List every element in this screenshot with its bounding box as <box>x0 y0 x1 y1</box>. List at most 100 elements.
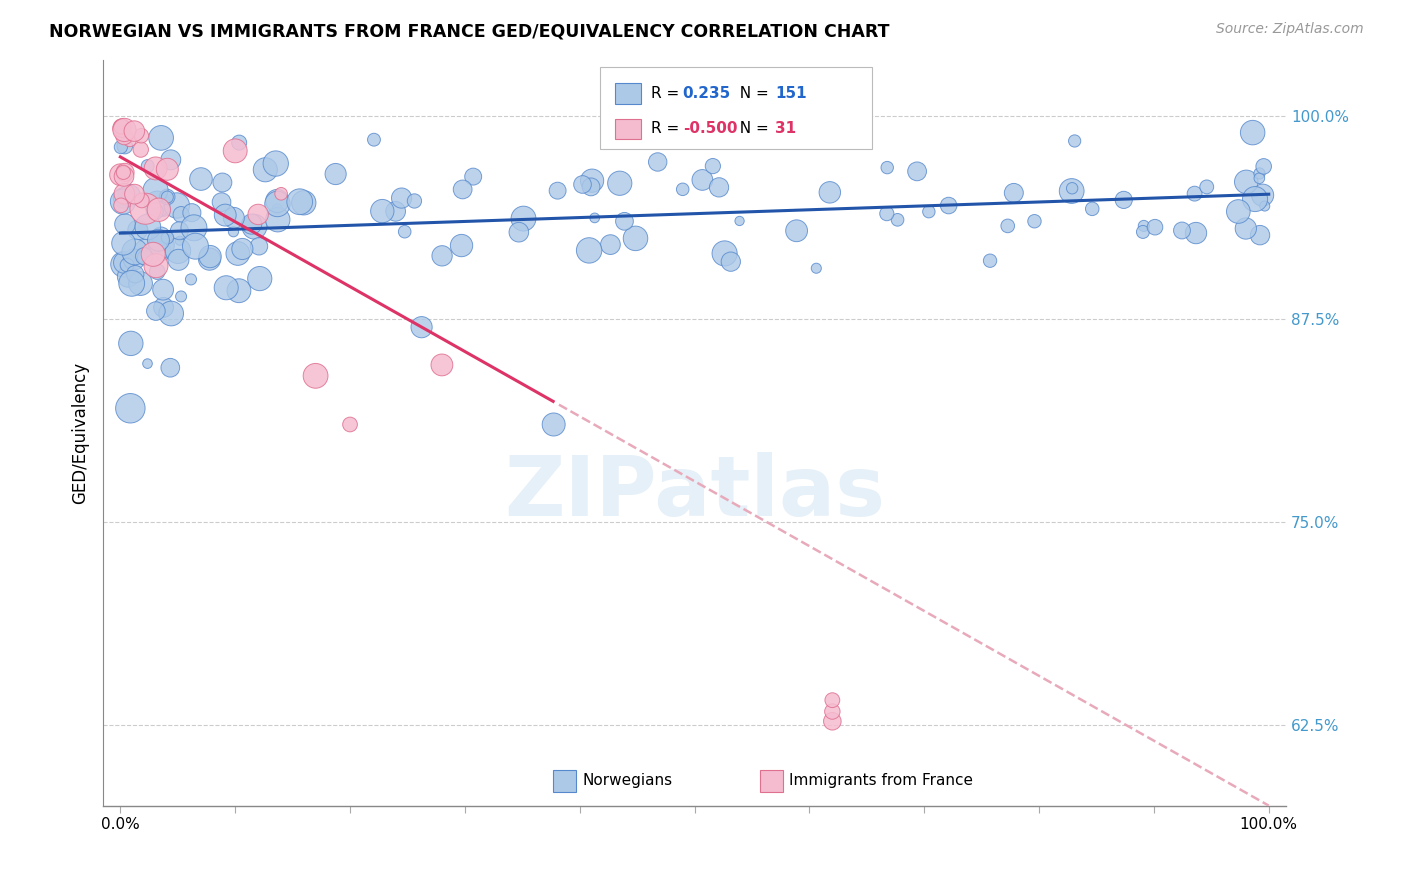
Point <box>112 255 135 269</box>
Point <box>240 217 263 231</box>
Point <box>183 220 205 235</box>
Point <box>1227 204 1250 219</box>
Point <box>1234 221 1257 235</box>
Point <box>135 244 157 259</box>
Point <box>156 190 179 204</box>
Point <box>1024 214 1046 228</box>
Point <box>1132 225 1154 239</box>
Text: 151: 151 <box>775 86 807 101</box>
Point <box>624 231 647 245</box>
Point <box>1060 184 1083 198</box>
FancyBboxPatch shape <box>553 770 576 792</box>
Point <box>169 224 191 238</box>
Point <box>692 173 714 187</box>
Point <box>243 219 266 234</box>
Y-axis label: GED/Equivalency: GED/Equivalency <box>72 361 89 504</box>
Text: 0.235: 0.235 <box>683 86 731 101</box>
Point <box>124 267 146 281</box>
Point <box>215 281 238 295</box>
Text: R =: R = <box>651 121 683 136</box>
Point <box>112 129 135 144</box>
Point <box>579 180 602 194</box>
Point <box>224 144 246 158</box>
Point <box>1184 186 1206 201</box>
Point <box>152 202 174 216</box>
Point <box>394 225 416 239</box>
Point <box>143 204 166 219</box>
Point <box>146 197 169 211</box>
Point <box>997 219 1019 233</box>
Point <box>118 188 141 202</box>
Point <box>167 252 190 267</box>
Point <box>156 162 179 177</box>
Point <box>613 214 636 228</box>
Point <box>325 167 347 181</box>
Point <box>430 249 453 263</box>
Point <box>339 417 361 432</box>
Point <box>1081 202 1104 216</box>
Text: N =: N = <box>730 121 773 136</box>
Point <box>886 212 908 227</box>
Point <box>571 178 593 192</box>
Point <box>148 202 170 217</box>
Point <box>170 208 193 222</box>
Point <box>145 183 167 197</box>
Point <box>120 401 142 416</box>
Point <box>609 176 631 190</box>
Point <box>159 360 181 375</box>
Point <box>247 207 270 221</box>
Point <box>121 277 143 291</box>
Text: -0.500: -0.500 <box>683 121 737 136</box>
Point <box>110 120 132 134</box>
Point <box>146 265 169 279</box>
Point <box>979 253 1001 268</box>
Point <box>148 233 170 247</box>
Point <box>198 252 221 266</box>
Point <box>1241 126 1264 140</box>
Point <box>371 204 394 219</box>
Point <box>304 368 326 383</box>
Point <box>543 417 565 432</box>
Point <box>222 211 245 225</box>
Point <box>211 195 233 210</box>
Point <box>112 165 135 179</box>
Point <box>111 121 134 136</box>
Point <box>267 212 290 227</box>
Point <box>228 284 250 298</box>
Point <box>152 283 174 297</box>
Point <box>918 204 941 219</box>
Text: NORWEGIAN VS IMMIGRANTS FROM FRANCE GED/EQUIVALENCY CORRELATION CHART: NORWEGIAN VS IMMIGRANTS FROM FRANCE GED/… <box>49 22 890 40</box>
Point <box>110 168 132 182</box>
Point <box>264 156 287 170</box>
Point <box>249 271 271 285</box>
Point <box>156 230 179 244</box>
Point <box>114 165 136 179</box>
Point <box>124 124 146 138</box>
Point <box>821 714 844 729</box>
Point <box>430 358 453 372</box>
Point <box>111 194 134 209</box>
Point <box>114 139 136 153</box>
Point <box>222 225 245 239</box>
Point <box>136 357 159 371</box>
Point <box>136 219 159 234</box>
Point <box>1133 219 1156 233</box>
Point <box>363 133 385 147</box>
Point <box>1063 134 1085 148</box>
Point <box>1185 226 1208 240</box>
Point <box>583 211 606 225</box>
Point <box>806 261 828 276</box>
Point <box>170 289 193 303</box>
Point <box>581 174 603 188</box>
Point <box>451 182 474 196</box>
Point <box>145 259 167 273</box>
Point <box>159 153 181 167</box>
Point <box>1112 193 1135 207</box>
Point <box>167 244 190 258</box>
Point <box>114 217 136 231</box>
Point <box>599 237 621 252</box>
Point <box>115 258 138 272</box>
Point <box>713 246 735 260</box>
Point <box>156 190 179 204</box>
Point <box>1143 220 1166 235</box>
